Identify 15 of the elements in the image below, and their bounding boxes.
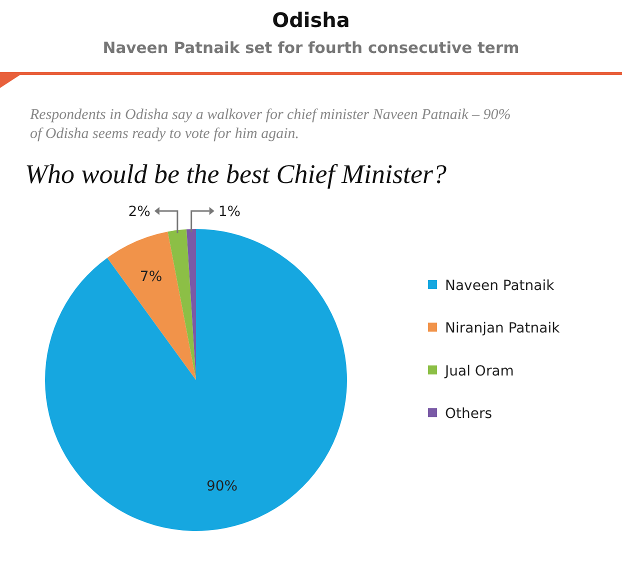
data-label: 7% xyxy=(140,269,162,286)
legend-label: Niranjan Patnaik xyxy=(445,320,561,337)
pie-slice xyxy=(107,232,196,380)
chart-subtitle: Naveen Patnaik set for fourth consecutive term xyxy=(102,39,520,57)
pie-slice xyxy=(45,229,347,531)
legend-label: Naveen Patnaik xyxy=(445,278,556,294)
legend-label: Jual Oram xyxy=(444,363,514,380)
text: Respondents in Odisha say a walkover for chief minister Naveen Patnaik – 90% of Odisha seems ready to vote for him again. xyxy=(29,107,511,142)
legend-label: Others xyxy=(445,406,492,422)
text: Odisha xyxy=(272,8,350,32)
pie-slice xyxy=(168,229,196,380)
data-label: 2% xyxy=(128,204,150,220)
data-label: 1% xyxy=(218,204,241,220)
data-label: 90% xyxy=(206,478,238,495)
chart-title: Who would be the best Chief Minister? xyxy=(25,159,447,189)
